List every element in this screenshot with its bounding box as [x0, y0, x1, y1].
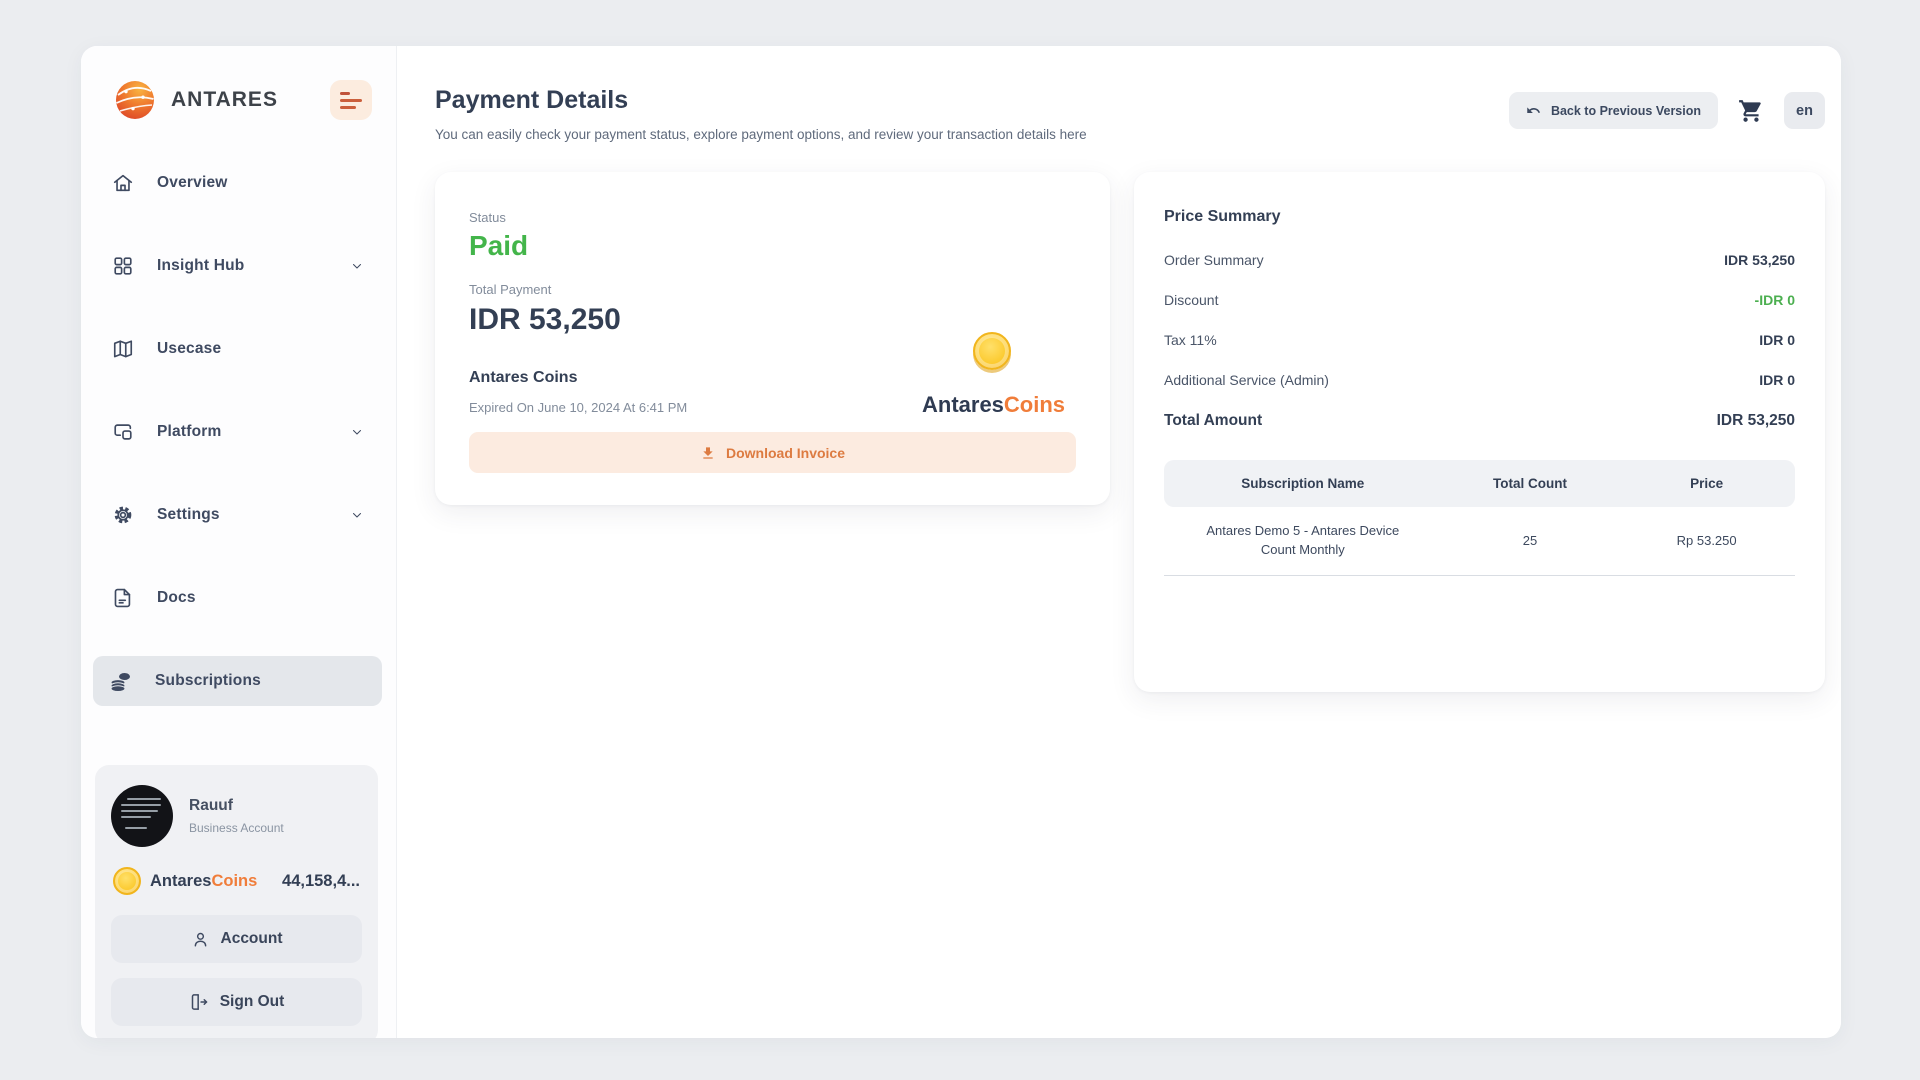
gear-icon: [111, 503, 135, 527]
coins-balance-value: 44,158,4...: [282, 871, 360, 890]
column-header: Total Count: [1492, 476, 1567, 491]
price-row-additional-service: Additional Service (Admin) IDR 0: [1164, 372, 1795, 388]
user-card: Rauuf Business Account AntaresCoins 44,1…: [95, 765, 378, 1038]
price-row-total-amount: Total Amount IDR 53,250: [1164, 412, 1795, 429]
price-summary-card: Price Summary Order Summary IDR 53,250 D…: [1134, 172, 1825, 692]
brand-header: ANTARES: [95, 76, 378, 122]
back-to-previous-version-button[interactable]: Back to Previous Version: [1508, 92, 1718, 129]
sidebar-item-usecase[interactable]: Usecase: [95, 324, 378, 374]
price-cell: Rp 53.250: [1676, 533, 1737, 549]
undo-icon: [1526, 103, 1541, 118]
sidebar-item-label: Overview: [157, 174, 228, 191]
app-window: ANTARES Overview Insight: [81, 46, 1841, 1038]
download-icon: [700, 445, 716, 461]
sidebar: ANTARES Overview Insight: [81, 46, 397, 1038]
home-icon: [111, 171, 135, 195]
sidebar-item-insight-hub[interactable]: Insight Hub: [95, 241, 378, 291]
total-payment-value: IDR 53,250: [469, 303, 621, 336]
sidebar-item-label: Platform: [157, 423, 222, 440]
page-title: Payment Details: [435, 86, 629, 114]
antares-coins-wordmark: AntaresCoins: [922, 392, 1066, 417]
antares-coins-logo: AntaresCoins: [922, 332, 1066, 418]
devices-icon: [111, 420, 135, 444]
map-icon: [111, 337, 135, 361]
column-header: Subscription Name: [1241, 476, 1365, 491]
user-account-type: Business Account: [189, 821, 284, 835]
column-header: Price: [1690, 476, 1724, 491]
subscription-table: Subscription Name Total Count Price Anta…: [1164, 460, 1795, 576]
antares-logo-icon: [113, 78, 157, 122]
chevron-down-icon: [350, 508, 364, 522]
price-row-tax: Tax 11% IDR 0: [1164, 332, 1795, 348]
total-count-cell: 25: [1522, 533, 1538, 549]
sidebar-item-overview[interactable]: Overview: [95, 158, 378, 208]
sign-out-icon: [189, 992, 209, 1012]
page-header: Payment Details You can easily check you…: [435, 86, 1087, 142]
sign-out-button[interactable]: Sign Out: [111, 978, 362, 1026]
grid-icon: [111, 254, 135, 278]
sidebar-item-label: Subscriptions: [155, 672, 261, 689]
expired-date-text: Expired On June 10, 2024 At 6:41 PM: [469, 400, 688, 415]
avatar: [111, 785, 173, 847]
account-button[interactable]: Account: [111, 915, 362, 963]
sidebar-item-platform[interactable]: Platform: [95, 407, 378, 457]
price-row-discount: Discount -IDR 0: [1164, 292, 1795, 308]
main-content: Payment Details You can easily check you…: [397, 46, 1841, 1038]
table-row: Antares Demo 5 - Antares Device Count Mo…: [1164, 507, 1795, 576]
payment-status-card: Status Paid Total Payment IDR 53,250 Ant…: [435, 172, 1110, 505]
sidebar-menu: Overview Insight Hub: [93, 158, 382, 739]
status-value: Paid: [469, 230, 529, 261]
sidebar-item-label: Settings: [157, 506, 220, 523]
coins-brand: AntaresCoins: [150, 871, 258, 890]
subscription-name-cell: Antares Demo 5 - Antares Device Count Mo…: [1206, 523, 1400, 557]
header-actions: Back to Previous Version en: [1508, 86, 1825, 129]
download-invoice-button[interactable]: Download Invoice: [469, 432, 1076, 473]
payment-method-title: Antares Coins: [469, 369, 578, 386]
coins-balance-row: AntaresCoins 44,158,4...: [111, 867, 362, 895]
sidebar-toggle-button[interactable]: [330, 80, 372, 120]
sidebar-item-label: Usecase: [157, 340, 222, 357]
coin-icon: [113, 867, 141, 895]
brand-name: ANTARES: [171, 88, 278, 111]
sidebar-item-docs[interactable]: Docs: [95, 573, 378, 623]
sidebar-item-label: Docs: [157, 589, 196, 606]
chevron-down-icon: [350, 259, 364, 273]
coins-stack-icon: [109, 669, 133, 693]
table-header-row: Subscription Name Total Count Price: [1164, 460, 1795, 507]
price-summary-title: Price Summary: [1164, 208, 1281, 225]
person-icon: [191, 930, 210, 949]
user-name: Rauuf: [189, 797, 233, 814]
cart-button[interactable]: [1736, 98, 1766, 124]
sidebar-item-settings[interactable]: Settings: [95, 490, 378, 540]
price-row-order-summary: Order Summary IDR 53,250: [1164, 252, 1795, 268]
sidebar-item-label: Insight Hub: [157, 257, 245, 274]
status-label: Status: [469, 210, 506, 225]
cart-icon: [1738, 98, 1764, 124]
total-payment-label: Total Payment: [469, 282, 552, 297]
coin-icon: [973, 332, 1011, 370]
sidebar-item-subscriptions[interactable]: Subscriptions: [93, 656, 382, 706]
language-selector[interactable]: en: [1784, 92, 1825, 129]
chevron-down-icon: [350, 425, 364, 439]
document-icon: [111, 586, 135, 610]
page-subtitle: You can easily check your payment status…: [435, 127, 1087, 142]
